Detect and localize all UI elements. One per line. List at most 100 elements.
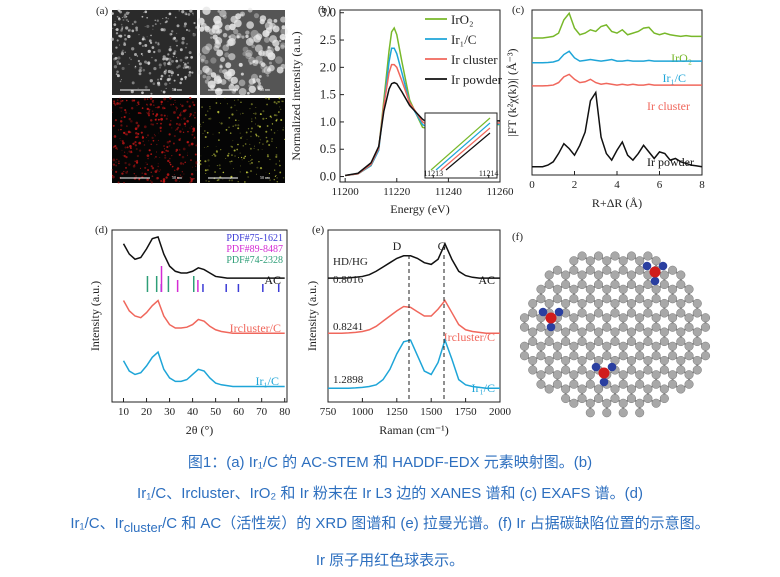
speckle [214, 20, 223, 29]
carbon-atom [569, 265, 579, 275]
speckle [123, 115, 126, 119]
speckle [130, 107, 134, 110]
speckle [181, 36, 185, 41]
speckle [276, 181, 278, 183]
speckle [182, 66, 186, 69]
carbon-atom [651, 284, 661, 294]
speckle [125, 18, 129, 22]
carbon-atom [536, 370, 546, 380]
speckle [138, 100, 140, 102]
speckle [228, 179, 231, 182]
speckle [204, 160, 207, 163]
speckle [237, 124, 240, 127]
carbon-atom [577, 270, 587, 280]
speckle [145, 103, 148, 106]
speckle [179, 48, 183, 52]
speckle [256, 173, 258, 175]
speckle [144, 85, 148, 89]
speckle [146, 24, 150, 28]
speckle [149, 97, 153, 100]
speckle [126, 152, 128, 154]
speckle [265, 136, 268, 139]
speckle [269, 179, 271, 181]
speckle [234, 155, 236, 157]
speckle [239, 171, 242, 173]
speckle [174, 178, 178, 182]
carbon-atom [684, 341, 694, 351]
carbon-atom [618, 408, 628, 418]
speckle [253, 112, 255, 115]
iridium-atom [649, 266, 661, 278]
series-label: Ir cluster [647, 99, 690, 113]
speckle [189, 177, 192, 179]
speckle [184, 75, 187, 79]
speckle [124, 13, 127, 16]
y-axis-label: Normalized intensity (a.u.) [289, 31, 303, 160]
speckle [279, 33, 286, 41]
speckle [152, 82, 156, 85]
carbon-atom [700, 351, 711, 361]
speckle [146, 134, 150, 137]
speckle [164, 65, 166, 67]
speckle [204, 130, 206, 132]
nitrogen-atom [650, 276, 660, 286]
speckle [245, 38, 254, 46]
speckle [280, 108, 282, 110]
speckle [224, 52, 230, 58]
carbon-atom [626, 298, 637, 309]
speckle [160, 113, 163, 117]
speckle [253, 147, 255, 149]
speckle [238, 120, 240, 121]
speckle [123, 154, 126, 158]
speckle [155, 113, 159, 116]
speckle [262, 110, 265, 113]
speckle [281, 25, 286, 30]
carbon-atom [700, 322, 711, 332]
speckle [148, 110, 151, 113]
carbon-atom [602, 265, 612, 275]
speckle [120, 101, 122, 103]
speckle [209, 117, 212, 120]
carbon-atom [626, 270, 637, 280]
speckle [275, 163, 277, 165]
carbon-atom [618, 313, 628, 323]
speckle [251, 120, 253, 123]
speckle [245, 30, 250, 35]
carbon-atom [635, 265, 645, 275]
speckle [191, 101, 195, 104]
iridium-atom [598, 367, 610, 379]
speckle [121, 49, 125, 52]
speckle [173, 173, 175, 175]
speckle [245, 52, 252, 60]
speckle [259, 113, 262, 116]
speckle [135, 159, 139, 163]
speckle [218, 139, 220, 141]
speckle [208, 117, 210, 120]
speckle [234, 119, 237, 122]
speckle [183, 117, 186, 120]
speckle [194, 111, 196, 114]
x-tick-label: 40 [187, 406, 199, 418]
x-tick-label: 2 [572, 179, 578, 191]
speckle [200, 58, 205, 63]
speckle [159, 128, 161, 130]
carbon-atom [544, 336, 554, 347]
speckle [128, 117, 131, 121]
speckle [240, 156, 243, 159]
scale-bar-label: 50 nm [260, 175, 271, 180]
x-tick-label: 60 [233, 406, 245, 418]
speckle [172, 142, 175, 145]
speckle [218, 164, 221, 167]
speckle [189, 106, 191, 108]
speckle [179, 103, 182, 106]
speckle [127, 29, 130, 32]
speckle [175, 122, 179, 125]
speckle [149, 41, 153, 44]
speckle [156, 106, 159, 109]
speckle [121, 149, 123, 151]
speckle [134, 141, 137, 144]
speckle [214, 41, 221, 49]
speckle [176, 44, 178, 47]
speckle [125, 11, 130, 15]
speckle [168, 133, 171, 136]
